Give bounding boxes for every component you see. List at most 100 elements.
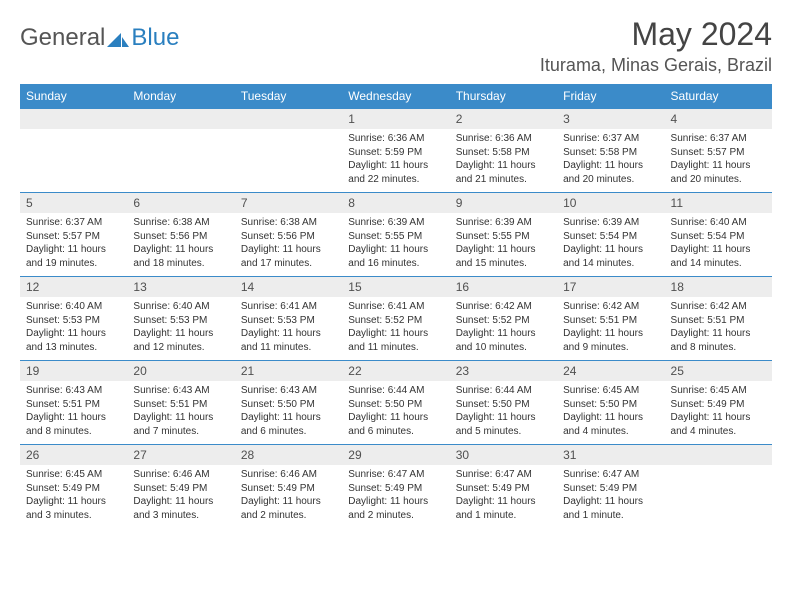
day-number: 1: [342, 109, 449, 129]
day-number: 5: [20, 193, 127, 213]
day-number: 7: [235, 193, 342, 213]
day-detail: Sunrise: 6:39 AMSunset: 5:55 PMDaylight:…: [450, 213, 557, 276]
calendar-day-cell: 15Sunrise: 6:41 AMSunset: 5:52 PMDayligh…: [342, 277, 449, 361]
calendar-day-cell: 16Sunrise: 6:42 AMSunset: 5:52 PMDayligh…: [450, 277, 557, 361]
day-number: 16: [450, 277, 557, 297]
calendar-day-cell: 28Sunrise: 6:46 AMSunset: 5:49 PMDayligh…: [235, 445, 342, 529]
calendar-week-row: 12Sunrise: 6:40 AMSunset: 5:53 PMDayligh…: [20, 277, 772, 361]
dayname-tue: Tuesday: [235, 84, 342, 109]
day-detail: Sunrise: 6:47 AMSunset: 5:49 PMDaylight:…: [557, 465, 664, 528]
month-title: May 2024: [540, 16, 772, 53]
logo-triangle-icon: [107, 29, 129, 47]
day-detail: Sunrise: 6:46 AMSunset: 5:49 PMDaylight:…: [127, 465, 234, 528]
day-number: 2: [450, 109, 557, 129]
calendar-day-cell: 19Sunrise: 6:43 AMSunset: 5:51 PMDayligh…: [20, 361, 127, 445]
calendar-day-cell: 13Sunrise: 6:40 AMSunset: 5:53 PMDayligh…: [127, 277, 234, 361]
calendar-day-cell: 21Sunrise: 6:43 AMSunset: 5:50 PMDayligh…: [235, 361, 342, 445]
calendar-day-cell: 1Sunrise: 6:36 AMSunset: 5:59 PMDaylight…: [342, 109, 449, 193]
calendar-day-cell: 6Sunrise: 6:38 AMSunset: 5:56 PMDaylight…: [127, 193, 234, 277]
day-detail: Sunrise: 6:47 AMSunset: 5:49 PMDaylight:…: [450, 465, 557, 528]
day-number: 20: [127, 361, 234, 381]
day-detail: Sunrise: 6:43 AMSunset: 5:50 PMDaylight:…: [235, 381, 342, 444]
day-number-empty: [235, 109, 342, 129]
calendar-day-cell: 22Sunrise: 6:44 AMSunset: 5:50 PMDayligh…: [342, 361, 449, 445]
day-number: 3: [557, 109, 664, 129]
dayname-mon: Monday: [127, 84, 234, 109]
day-number: 21: [235, 361, 342, 381]
calendar-day-cell: 18Sunrise: 6:42 AMSunset: 5:51 PMDayligh…: [665, 277, 772, 361]
calendar-day-cell: 7Sunrise: 6:38 AMSunset: 5:56 PMDaylight…: [235, 193, 342, 277]
day-detail: Sunrise: 6:46 AMSunset: 5:49 PMDaylight:…: [235, 465, 342, 528]
day-number: 19: [20, 361, 127, 381]
calendar-day-cell: [235, 109, 342, 193]
calendar-day-cell: 5Sunrise: 6:37 AMSunset: 5:57 PMDaylight…: [20, 193, 127, 277]
day-detail: Sunrise: 6:39 AMSunset: 5:55 PMDaylight:…: [342, 213, 449, 276]
calendar-day-cell: 9Sunrise: 6:39 AMSunset: 5:55 PMDaylight…: [450, 193, 557, 277]
title-block: May 2024 Iturama, Minas Gerais, Brazil: [540, 16, 772, 76]
day-number: 23: [450, 361, 557, 381]
brand-general: General: [20, 24, 105, 52]
day-detail: Sunrise: 6:41 AMSunset: 5:52 PMDaylight:…: [342, 297, 449, 360]
day-detail: Sunrise: 6:38 AMSunset: 5:56 PMDaylight:…: [235, 213, 342, 276]
day-number: 6: [127, 193, 234, 213]
calendar-day-cell: 4Sunrise: 6:37 AMSunset: 5:57 PMDaylight…: [665, 109, 772, 193]
calendar-day-cell: [665, 445, 772, 529]
calendar-week-row: 19Sunrise: 6:43 AMSunset: 5:51 PMDayligh…: [20, 361, 772, 445]
day-detail: Sunrise: 6:42 AMSunset: 5:52 PMDaylight:…: [450, 297, 557, 360]
calendar-day-cell: 8Sunrise: 6:39 AMSunset: 5:55 PMDaylight…: [342, 193, 449, 277]
location-text: Iturama, Minas Gerais, Brazil: [540, 55, 772, 76]
day-detail: Sunrise: 6:40 AMSunset: 5:54 PMDaylight:…: [665, 213, 772, 276]
day-number-empty: [665, 445, 772, 465]
brand-blue: Blue: [131, 24, 179, 52]
day-detail: Sunrise: 6:36 AMSunset: 5:59 PMDaylight:…: [342, 129, 449, 192]
day-detail: Sunrise: 6:45 AMSunset: 5:50 PMDaylight:…: [557, 381, 664, 444]
day-number: 18: [665, 277, 772, 297]
calendar-day-cell: 14Sunrise: 6:41 AMSunset: 5:53 PMDayligh…: [235, 277, 342, 361]
day-detail: Sunrise: 6:47 AMSunset: 5:49 PMDaylight:…: [342, 465, 449, 528]
calendar-day-cell: 31Sunrise: 6:47 AMSunset: 5:49 PMDayligh…: [557, 445, 664, 529]
calendar-day-cell: 11Sunrise: 6:40 AMSunset: 5:54 PMDayligh…: [665, 193, 772, 277]
calendar-table: Sunday Monday Tuesday Wednesday Thursday…: [20, 84, 772, 528]
calendar-day-cell: 10Sunrise: 6:39 AMSunset: 5:54 PMDayligh…: [557, 193, 664, 277]
day-number: 30: [450, 445, 557, 465]
calendar-week-row: 26Sunrise: 6:45 AMSunset: 5:49 PMDayligh…: [20, 445, 772, 529]
day-detail: Sunrise: 6:37 AMSunset: 5:57 PMDaylight:…: [20, 213, 127, 276]
calendar-day-cell: 17Sunrise: 6:42 AMSunset: 5:51 PMDayligh…: [557, 277, 664, 361]
dayname-thu: Thursday: [450, 84, 557, 109]
day-number: 4: [665, 109, 772, 129]
calendar-day-cell: 24Sunrise: 6:45 AMSunset: 5:50 PMDayligh…: [557, 361, 664, 445]
day-number: 25: [665, 361, 772, 381]
day-detail: Sunrise: 6:41 AMSunset: 5:53 PMDaylight:…: [235, 297, 342, 360]
day-number: 24: [557, 361, 664, 381]
calendar-day-cell: 27Sunrise: 6:46 AMSunset: 5:49 PMDayligh…: [127, 445, 234, 529]
day-detail: Sunrise: 6:40 AMSunset: 5:53 PMDaylight:…: [127, 297, 234, 360]
day-number: 12: [20, 277, 127, 297]
day-number: 8: [342, 193, 449, 213]
page-header: General Blue May 2024 Iturama, Minas Ger…: [20, 16, 772, 76]
day-number: 9: [450, 193, 557, 213]
calendar-day-cell: 29Sunrise: 6:47 AMSunset: 5:49 PMDayligh…: [342, 445, 449, 529]
day-number-empty: [127, 109, 234, 129]
day-number: 22: [342, 361, 449, 381]
day-detail: Sunrise: 6:44 AMSunset: 5:50 PMDaylight:…: [450, 381, 557, 444]
calendar-day-cell: 23Sunrise: 6:44 AMSunset: 5:50 PMDayligh…: [450, 361, 557, 445]
day-number: 29: [342, 445, 449, 465]
day-number: 13: [127, 277, 234, 297]
day-number: 10: [557, 193, 664, 213]
day-number: 31: [557, 445, 664, 465]
calendar-day-cell: [20, 109, 127, 193]
day-detail: Sunrise: 6:45 AMSunset: 5:49 PMDaylight:…: [665, 381, 772, 444]
day-number: 14: [235, 277, 342, 297]
day-number: 11: [665, 193, 772, 213]
day-detail: Sunrise: 6:43 AMSunset: 5:51 PMDaylight:…: [127, 381, 234, 444]
day-detail: Sunrise: 6:38 AMSunset: 5:56 PMDaylight:…: [127, 213, 234, 276]
calendar-day-cell: 26Sunrise: 6:45 AMSunset: 5:49 PMDayligh…: [20, 445, 127, 529]
day-number: 28: [235, 445, 342, 465]
calendar-week-row: 5Sunrise: 6:37 AMSunset: 5:57 PMDaylight…: [20, 193, 772, 277]
brand-logo: General Blue: [20, 24, 179, 52]
calendar-day-cell: 20Sunrise: 6:43 AMSunset: 5:51 PMDayligh…: [127, 361, 234, 445]
day-number-empty: [20, 109, 127, 129]
day-detail: Sunrise: 6:42 AMSunset: 5:51 PMDaylight:…: [557, 297, 664, 360]
dayname-header-row: Sunday Monday Tuesday Wednesday Thursday…: [20, 84, 772, 109]
day-number: 26: [20, 445, 127, 465]
